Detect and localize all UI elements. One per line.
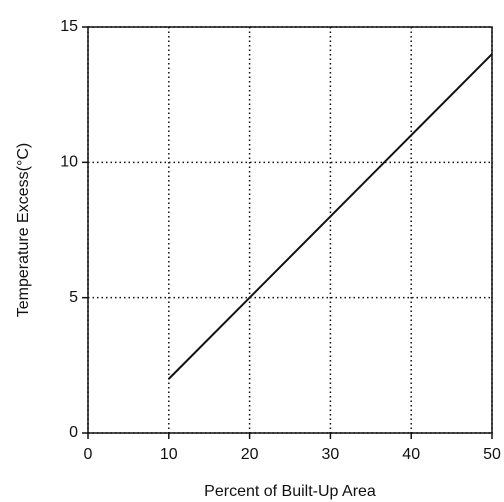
x-tick-label: 40 bbox=[402, 446, 420, 463]
y-tick-label: 15 bbox=[60, 18, 78, 35]
y-tick-label: 0 bbox=[69, 424, 78, 441]
x-tick-label: 20 bbox=[241, 446, 259, 463]
y-tick-label: 5 bbox=[69, 289, 78, 306]
x-tick-label: 50 bbox=[483, 446, 501, 463]
x-tick-label: 10 bbox=[160, 446, 178, 463]
y-axis-label: Temperature Excess(°C) bbox=[15, 143, 32, 317]
x-tick-label: 0 bbox=[84, 446, 93, 463]
y-tick-label: 10 bbox=[60, 154, 78, 171]
data-line bbox=[168, 53, 493, 380]
x-axis-label: Percent of Built-Up Area bbox=[204, 483, 376, 500]
plot-frame bbox=[87, 26, 493, 434]
x-tick-label: 30 bbox=[322, 446, 340, 463]
